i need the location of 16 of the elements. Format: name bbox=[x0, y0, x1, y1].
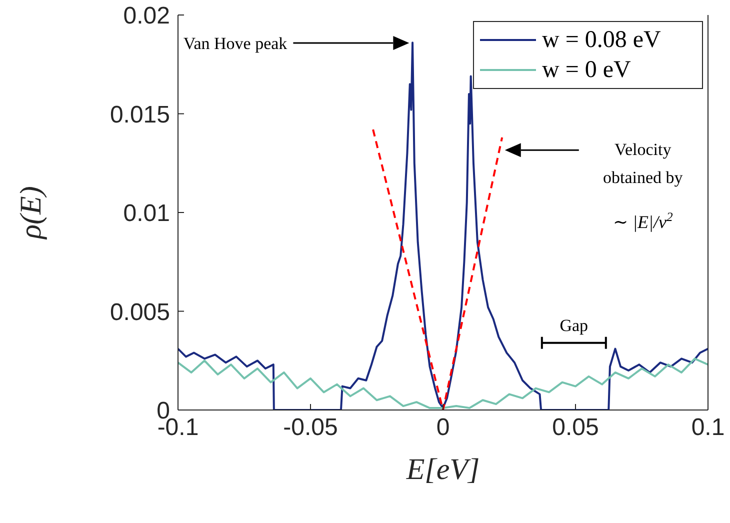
y-tick-label: 0.015 bbox=[110, 101, 170, 128]
x-tick-label: 0.05 bbox=[552, 414, 599, 442]
legend-label: w = 0.08 eV bbox=[542, 26, 661, 54]
y-axis-title: ρ(E) bbox=[14, 186, 48, 240]
annotation: Van Hove peak bbox=[183, 34, 288, 54]
annotation: Velocity obtained by bbox=[602, 140, 684, 188]
x-tick-label: 0.1 bbox=[691, 414, 725, 442]
y-tick-label: 0.02 bbox=[123, 2, 170, 30]
y-tick-label: 0.01 bbox=[123, 200, 170, 228]
x-tick-label: -0.05 bbox=[283, 414, 338, 442]
annotation: Gap bbox=[560, 316, 588, 335]
x-tick-label: 0 bbox=[436, 414, 450, 442]
legend-label: w = 0 eV bbox=[542, 56, 631, 84]
y-tick-label: 0.005 bbox=[110, 298, 170, 326]
annotation: ∼ |E|/v$^{2}$ bbox=[613, 210, 674, 232]
x-axis-title: E[eV] bbox=[405, 453, 480, 486]
